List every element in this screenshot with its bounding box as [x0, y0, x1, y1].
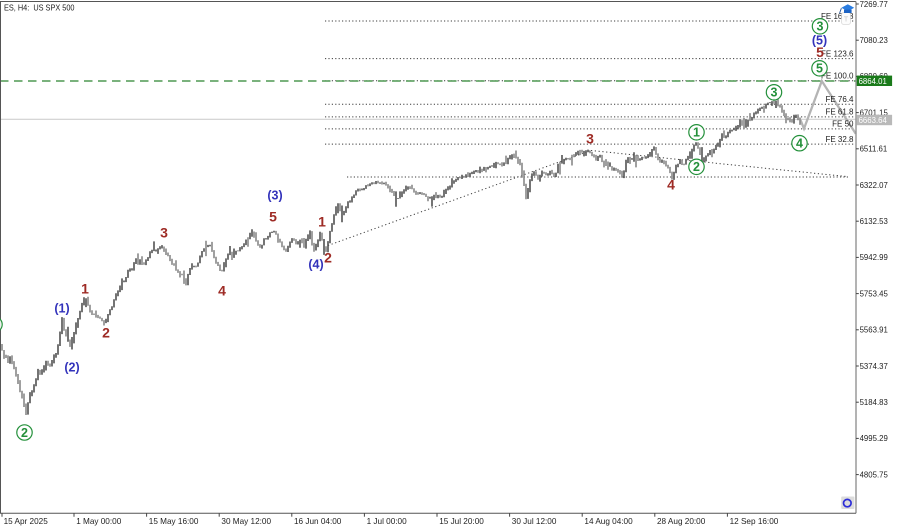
svg-text:5: 5	[816, 62, 823, 76]
svg-text:FE 61.8: FE 61.8	[825, 108, 854, 117]
svg-text:3: 3	[586, 131, 594, 147]
svg-text:15 Apr 2025: 15 Apr 2025	[4, 517, 49, 526]
svg-text:4: 4	[667, 177, 675, 193]
svg-text:1 May 00:00: 1 May 00:00	[76, 517, 122, 526]
svg-text:4805.75: 4805.75	[860, 470, 889, 479]
svg-text:5374.37: 5374.37	[860, 362, 888, 371]
svg-text:3: 3	[160, 225, 168, 241]
svg-text:30 May 12:00: 30 May 12:00	[221, 517, 271, 526]
svg-text:(5): (5)	[812, 34, 827, 48]
svg-text:5: 5	[269, 209, 277, 225]
svg-text:FE 161.8: FE 161.8	[821, 12, 854, 21]
svg-text:6864.01: 6864.01	[859, 77, 887, 86]
svg-text:2: 2	[324, 250, 332, 266]
svg-text:15 May 16:00: 15 May 16:00	[149, 517, 199, 526]
svg-text:FE 100.0: FE 100.0	[821, 72, 854, 81]
svg-text:5753.45: 5753.45	[860, 289, 889, 298]
svg-text:3: 3	[771, 86, 778, 100]
svg-text:2: 2	[693, 160, 700, 174]
svg-text:2: 2	[21, 426, 28, 440]
svg-text:6663.64: 6663.64	[859, 116, 888, 125]
svg-text:(3): (3)	[267, 189, 282, 203]
svg-text:28 Aug 20:00: 28 Aug 20:00	[657, 517, 706, 526]
svg-text:12 Sep 16:00: 12 Sep 16:00	[730, 517, 779, 526]
svg-text:1: 1	[693, 126, 700, 140]
svg-text:(2): (2)	[64, 361, 79, 375]
svg-text:(4): (4)	[308, 258, 323, 272]
svg-text:6511.61: 6511.61	[860, 145, 888, 154]
svg-text:5: 5	[816, 44, 824, 60]
svg-text:14 Aug 04:00: 14 Aug 04:00	[584, 517, 633, 526]
svg-text:5184.83: 5184.83	[860, 398, 888, 407]
svg-text:4995.29: 4995.29	[860, 434, 888, 443]
svg-text:6322.07: 6322.07	[860, 181, 888, 190]
svg-text:5942.99: 5942.99	[860, 253, 888, 262]
svg-text:4: 4	[796, 137, 803, 151]
svg-text:FE 123.6: FE 123.6	[821, 49, 854, 58]
svg-text:FE 50: FE 50	[832, 120, 854, 129]
svg-text:15 Jul 20:00: 15 Jul 20:00	[439, 517, 484, 526]
svg-text:FE 32.8: FE 32.8	[825, 135, 854, 144]
svg-text:6701.15: 6701.15	[860, 108, 889, 117]
svg-text:7080.23: 7080.23	[860, 36, 888, 45]
svg-text:1: 1	[81, 281, 89, 297]
svg-text:5563.91: 5563.91	[860, 326, 888, 335]
svg-text:(1): (1)	[54, 302, 69, 316]
svg-text:4: 4	[218, 283, 226, 299]
svg-text:FE 76.4: FE 76.4	[825, 95, 854, 104]
svg-text:T: T	[844, 17, 849, 24]
svg-text:6132.53: 6132.53	[860, 217, 888, 226]
svg-text:3: 3	[817, 20, 824, 34]
svg-text:1: 1	[318, 214, 326, 230]
svg-text:2: 2	[102, 325, 110, 341]
svg-text:30 Jul 12:00: 30 Jul 12:00	[512, 517, 557, 526]
svg-text:ES, H4: US SPX 500: ES, H4: US SPX 500	[4, 3, 75, 12]
svg-text:1 Jul 00:00: 1 Jul 00:00	[367, 517, 408, 526]
svg-text:7269.77: 7269.77	[860, 0, 888, 9]
svg-text:16 Jun 04:00: 16 Jun 04:00	[294, 517, 342, 526]
